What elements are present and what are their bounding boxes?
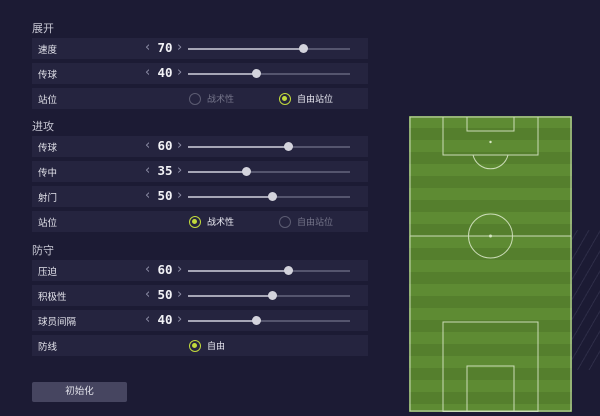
row-label: 积极性 <box>38 292 67 303</box>
slider-row-passing[interactable]: 传球 ‹ 60 › <box>32 136 368 157</box>
chevron-left-icon[interactable]: ‹ <box>145 65 151 80</box>
slider-row-shooting[interactable]: 射门 ‹ 50 › <box>32 186 368 207</box>
row-value: 35 <box>157 163 173 178</box>
slider-knob[interactable] <box>251 316 261 325</box>
radio-free-positioning[interactable]: 自由站位 <box>279 215 333 228</box>
chevron-right-icon[interactable]: › <box>177 312 183 327</box>
slider-knob[interactable] <box>283 142 293 151</box>
slider-track[interactable] <box>188 142 350 151</box>
chevron-right-icon[interactable]: › <box>177 138 183 153</box>
row-label: 射门 <box>38 193 58 204</box>
chevron-right-icon[interactable]: › <box>177 65 183 80</box>
slider-track[interactable] <box>188 69 350 78</box>
row-value: 70 <box>157 40 173 55</box>
row-label: 站位 <box>38 95 58 106</box>
chevron-left-icon[interactable]: ‹ <box>145 312 151 327</box>
radio-tactical[interactable]: 战术性 <box>189 215 234 228</box>
slider-row-speed[interactable]: 速度 ‹ 70 › <box>32 38 368 59</box>
row-value: 40 <box>157 312 173 327</box>
section-title-chance-creation: 进攻 <box>32 120 54 133</box>
slider-knob[interactable] <box>251 69 261 78</box>
radio-circle-icon <box>189 339 201 352</box>
radio-circle-icon <box>279 215 291 228</box>
slider-row-aggression[interactable]: 积极性 ‹ 50 › <box>32 285 368 306</box>
slider-row-passing[interactable]: 传球 ‹ 40 › <box>32 63 368 84</box>
radio-free[interactable]: 自由 <box>189 339 225 352</box>
slider-knob[interactable] <box>241 167 251 176</box>
reset-button[interactable]: 初始化 <box>32 382 127 402</box>
radio-row-positioning: 站位 战术性 自由站位 <box>32 211 368 232</box>
section-title-defence: 防守 <box>32 244 54 257</box>
radio-tactical[interactable]: 战术性 <box>189 92 234 105</box>
radio-free-positioning[interactable]: 自由站位 <box>279 92 333 105</box>
row-label: 速度 <box>38 45 58 56</box>
row-label: 压迫 <box>38 267 58 278</box>
slider-track[interactable] <box>188 291 350 300</box>
chevron-left-icon[interactable]: ‹ <box>145 262 151 277</box>
slider-knob[interactable] <box>267 291 277 300</box>
chevron-left-icon[interactable]: ‹ <box>145 163 151 178</box>
slider-knob[interactable] <box>298 44 308 53</box>
slider-row-width[interactable]: 球员间隔 ‹ 40 › <box>32 310 368 331</box>
row-label: 传球 <box>38 70 58 81</box>
section-title-build-up: 展开 <box>32 22 54 35</box>
chevron-left-icon[interactable]: ‹ <box>145 138 151 153</box>
slider-row-pressure[interactable]: 压迫 ‹ 60 › <box>32 260 368 281</box>
slider-knob[interactable] <box>283 266 293 275</box>
slider-track[interactable] <box>188 44 350 53</box>
row-value: 60 <box>157 138 173 153</box>
row-value: 60 <box>157 262 173 277</box>
chevron-left-icon[interactable]: ‹ <box>145 40 151 55</box>
radio-circle-icon <box>189 215 201 228</box>
row-label: 站位 <box>38 218 58 229</box>
chevron-right-icon[interactable]: › <box>177 188 183 203</box>
row-value: 50 <box>157 287 173 302</box>
radio-row-defensive-line: 防线 自由 <box>32 335 368 356</box>
slider-track[interactable] <box>188 266 350 275</box>
row-value: 40 <box>157 65 173 80</box>
slider-track[interactable] <box>188 316 350 325</box>
football-pitch <box>409 116 572 412</box>
chevron-right-icon[interactable]: › <box>177 262 183 277</box>
chevron-right-icon[interactable]: › <box>177 40 183 55</box>
radio-circle-icon <box>189 92 201 105</box>
decorative-stripes <box>570 230 600 370</box>
row-label: 传中 <box>38 168 58 179</box>
slider-knob[interactable] <box>267 192 277 201</box>
row-label: 防线 <box>38 342 58 353</box>
row-label: 球员间隔 <box>38 317 77 328</box>
row-label: 传球 <box>38 143 58 154</box>
radio-row-positioning: 站位 战术性 自由站位 <box>32 88 368 109</box>
chevron-right-icon[interactable]: › <box>177 287 183 302</box>
slider-track[interactable] <box>188 192 350 201</box>
radio-circle-icon <box>279 92 291 105</box>
chevron-left-icon[interactable]: ‹ <box>145 287 151 302</box>
slider-row-crossing[interactable]: 传中 ‹ 35 › <box>32 161 368 182</box>
chevron-left-icon[interactable]: ‹ <box>145 188 151 203</box>
slider-track[interactable] <box>188 167 350 176</box>
row-value: 50 <box>157 188 173 203</box>
chevron-right-icon[interactable]: › <box>177 163 183 178</box>
